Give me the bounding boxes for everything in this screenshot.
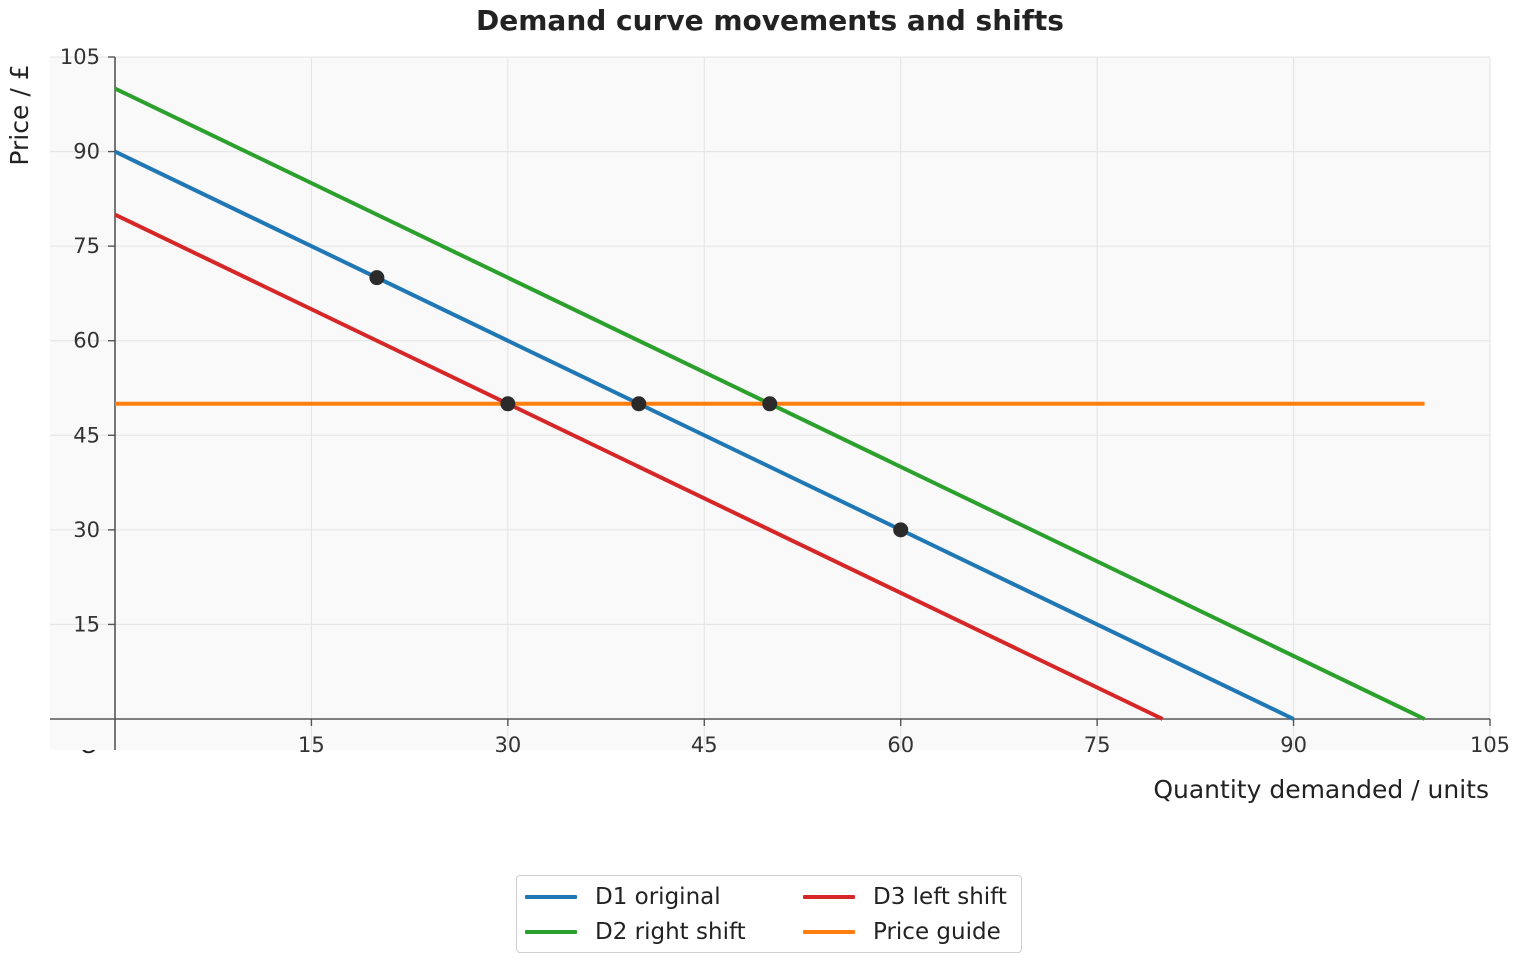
legend-label-d2: D2 right shift	[595, 919, 746, 945]
legend-item-d2: D2 right shift	[525, 917, 746, 947]
chart-title: Demand curve movements and shifts	[476, 4, 1064, 37]
y-tick-label: 45	[73, 423, 100, 447]
data-point-marker	[369, 270, 385, 286]
series-line-1	[114, 149, 1295, 721]
legend-item-price-guide: Price guide	[803, 917, 1001, 947]
data-point-marker	[762, 396, 778, 412]
chart-legend: D1 original D3 left shift D2 right shift…	[516, 875, 1022, 953]
series-line-3	[114, 212, 1164, 721]
y-tick-label: 30	[73, 518, 100, 542]
y-axis-label: Price / £	[5, 64, 34, 165]
x-tick-label: 45	[691, 733, 718, 757]
x-tick-label: 75	[1084, 733, 1111, 757]
legend-label-d1: D1 original	[595, 884, 721, 910]
x-tick-label: 15	[298, 733, 325, 757]
x-axis-label: Quantity demanded / units	[1153, 775, 1489, 804]
x-tick-label: 105	[1470, 733, 1510, 757]
plot-area: 15 30 45 60 75 90 105 15 30 45 60 75 90 105	[50, 45, 1510, 757]
legend-swatch-d3	[803, 895, 855, 899]
legend-item-d3: D3 left shift	[803, 882, 1007, 912]
legend-swatch-d1	[525, 895, 577, 899]
data-point-marker	[500, 396, 516, 412]
data-point-marker	[893, 522, 909, 538]
y-tick-label: 15	[73, 612, 100, 636]
legend-item-d1: D1 original	[525, 882, 721, 912]
y-tick-label: 90	[73, 140, 100, 164]
y-tick-label: 60	[73, 329, 100, 353]
y-tick-label: 75	[73, 234, 100, 258]
y-tick-label: 105	[60, 45, 100, 69]
x-tick-label: 60	[887, 733, 914, 757]
x-tick-label: 90	[1280, 733, 1307, 757]
legend-label-d3: D3 left shift	[873, 884, 1007, 910]
legend-swatch-price-guide	[803, 930, 855, 934]
legend-label-price-guide: Price guide	[873, 919, 1001, 945]
legend-swatch-d2	[525, 930, 577, 934]
x-tick-label: 30	[494, 733, 521, 757]
data-point-marker	[631, 396, 647, 412]
